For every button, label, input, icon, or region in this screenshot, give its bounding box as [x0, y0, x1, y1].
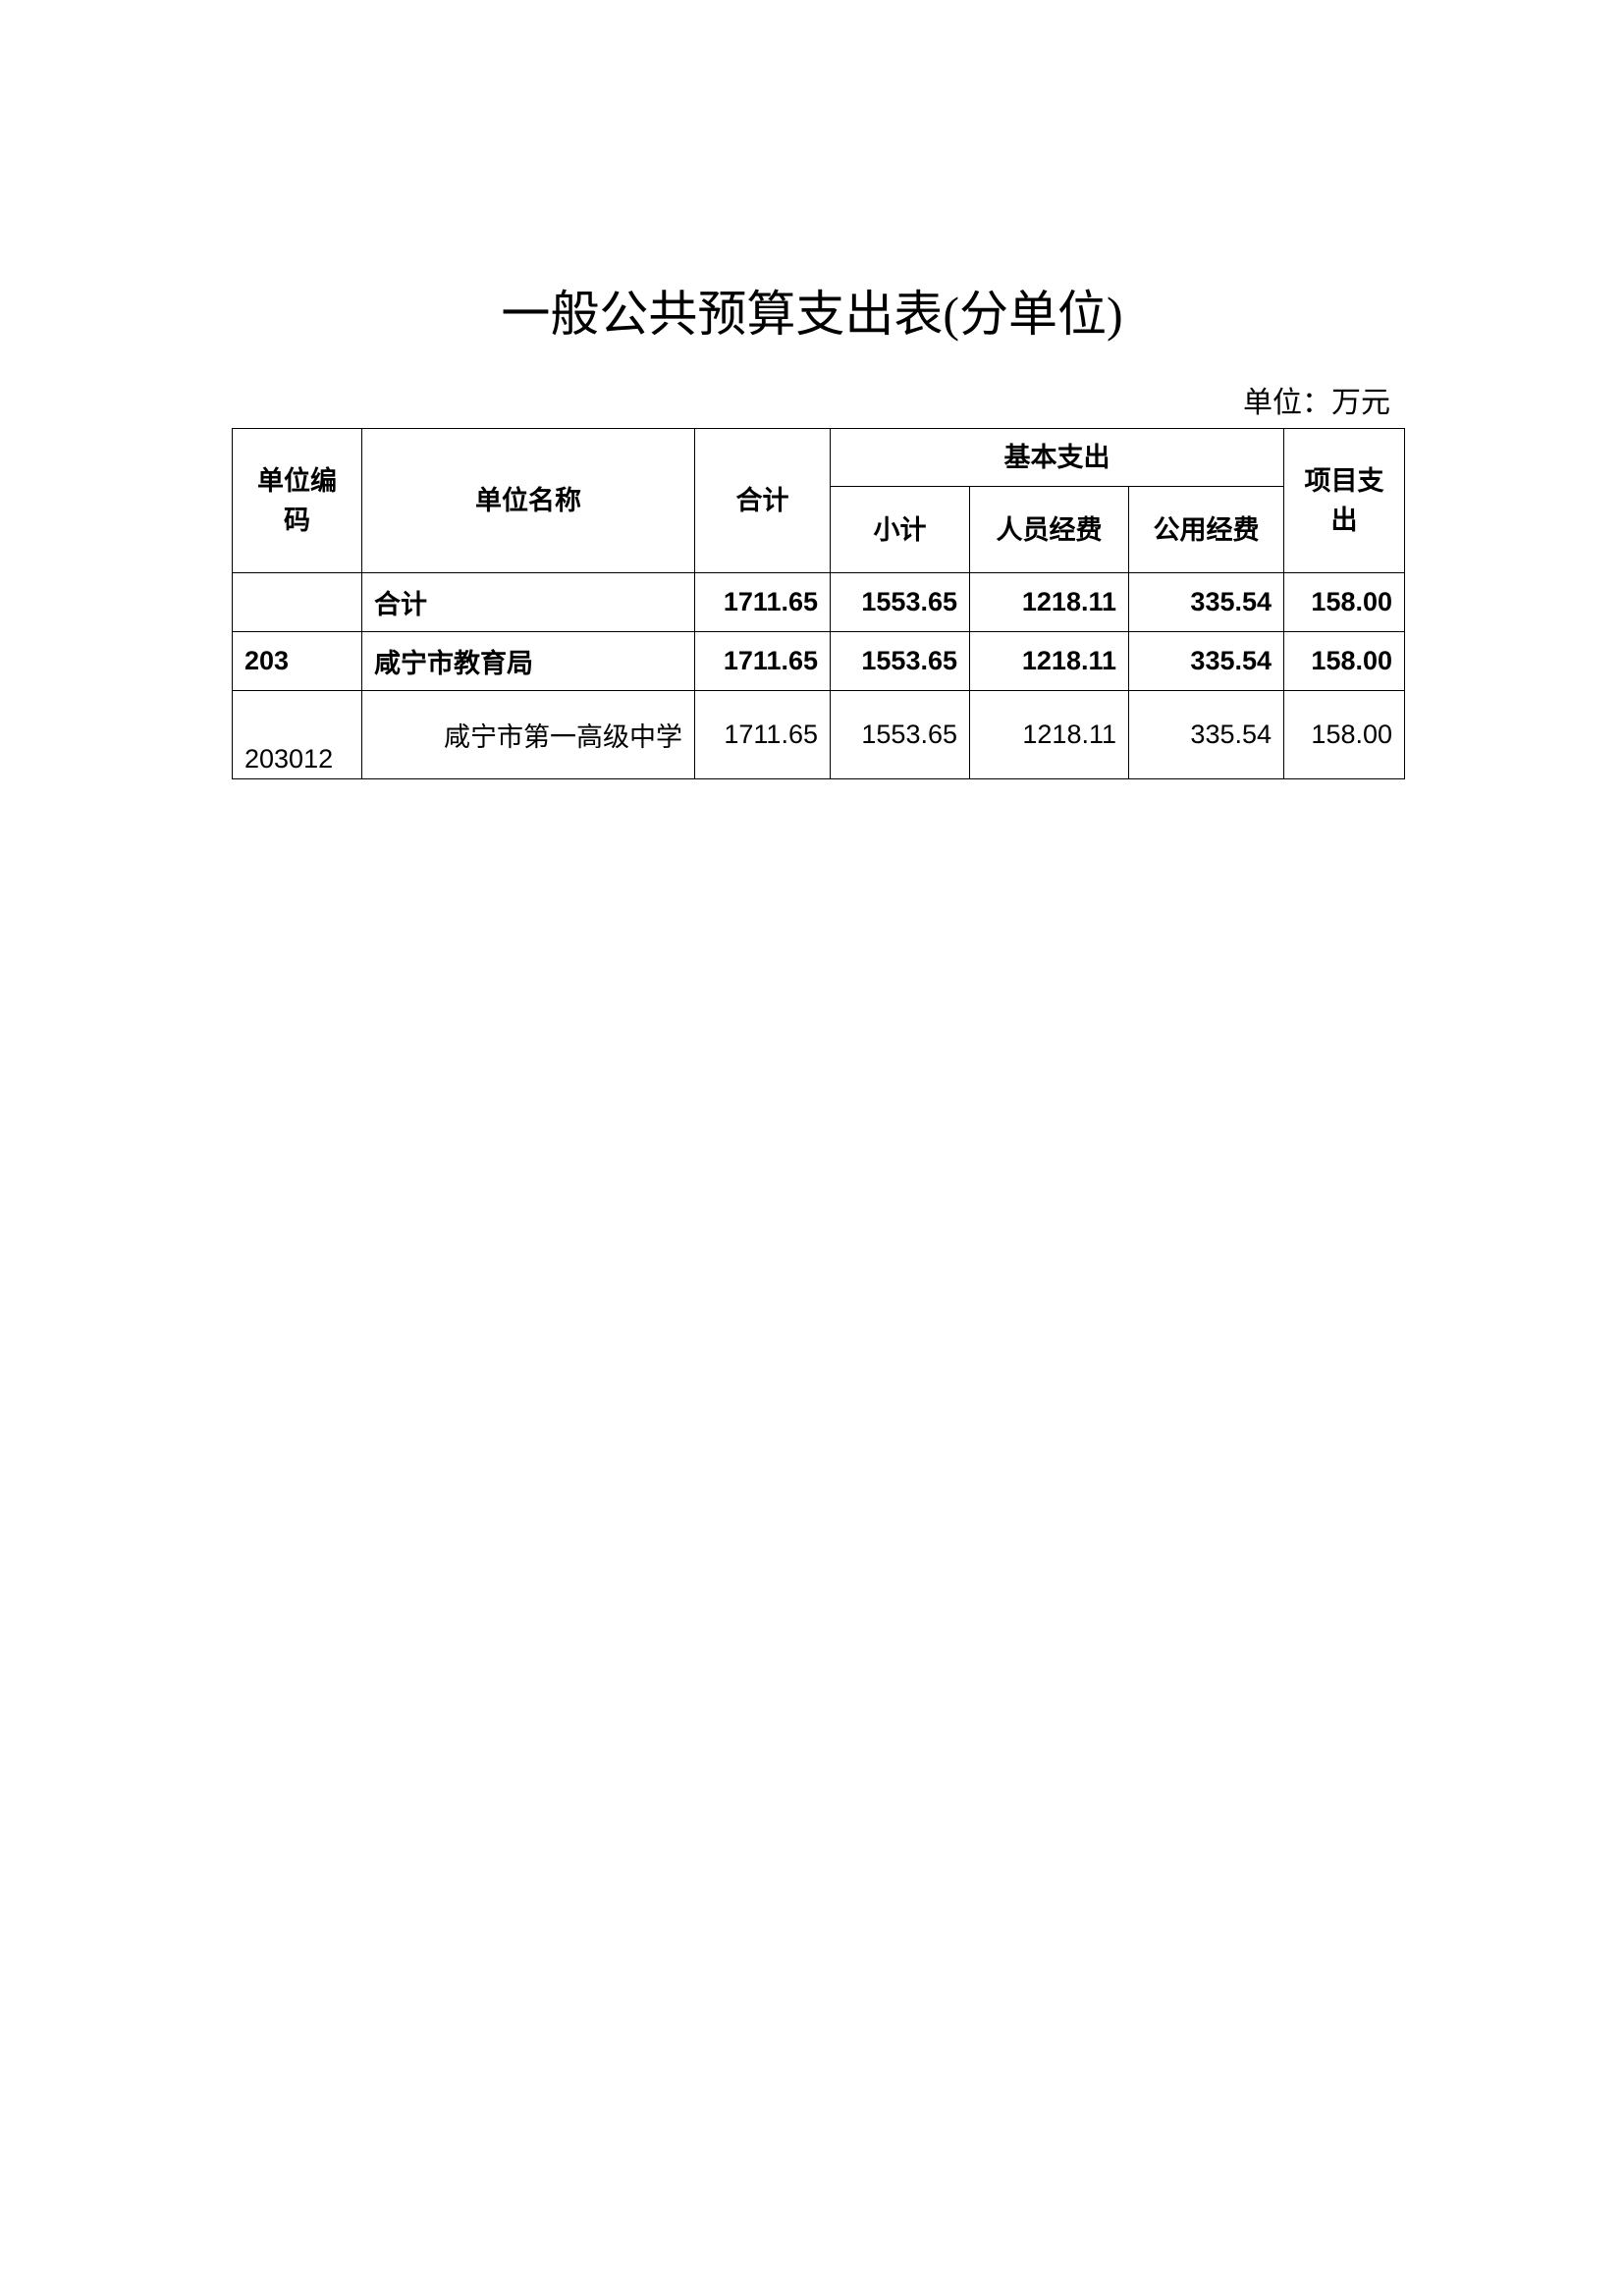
- cell-public: 335.54: [1127, 690, 1285, 779]
- cell-project: 158.00: [1283, 690, 1406, 779]
- table-row: 合计 1711.65 1553.65 1218.11 335.54 158.00: [232, 572, 1406, 632]
- budget-table: 单位编码 单位名称 合计 基本支出 项目支出 小计 人员经费 公用经费 合计 1…: [232, 428, 1406, 779]
- header-subtotal: 小计: [830, 486, 970, 573]
- header-basic: 基本支出: [829, 428, 1285, 487]
- cell-public: 335.54: [1127, 572, 1285, 632]
- cell-project: 158.00: [1283, 631, 1406, 691]
- cell-personnel: 1218.11: [969, 690, 1129, 779]
- header-code: 单位编码: [232, 428, 362, 573]
- cell-personnel: 1218.11: [969, 631, 1129, 691]
- page-title: 一般公共预算支出表(分单位): [501, 287, 1123, 342]
- cell-code: 203: [232, 631, 362, 691]
- cell-subtotal: 1553.65: [830, 631, 970, 691]
- cell-name: 咸宁市教育局: [361, 631, 695, 691]
- cell-total: 1711.65: [694, 631, 831, 691]
- cell-total: 1711.65: [694, 572, 831, 632]
- cell-total: 1711.65: [694, 690, 831, 779]
- cell-name: 咸宁市第一高级中学: [361, 690, 695, 779]
- cell-public: 335.54: [1127, 631, 1285, 691]
- cell-project: 158.00: [1283, 572, 1406, 632]
- cell-subtotal: 1553.65: [830, 690, 970, 779]
- unit-label: 单位：万元: [1243, 387, 1390, 419]
- cell-personnel: 1218.11: [969, 572, 1129, 632]
- table-row: 203012 咸宁市第一高级中学 1711.65 1553.65 1218.11…: [232, 690, 1406, 779]
- cell-name: 合计: [361, 572, 695, 632]
- cell-code: 203012: [232, 690, 362, 779]
- header-personnel: 人员经费: [969, 486, 1129, 573]
- header-row: 小计 人员经费 公用经费: [233, 486, 1405, 573]
- header-project: 项目支出: [1283, 428, 1406, 573]
- header-total: 合计: [694, 428, 831, 573]
- cell-code: [232, 572, 362, 632]
- table-row: 203 咸宁市教育局 1711.65 1553.65 1218.11 335.5…: [232, 631, 1406, 691]
- header-public: 公用经费: [1127, 486, 1285, 573]
- header-name: 单位名称: [361, 428, 695, 573]
- header-row: 单位编码 单位名称 合计 基本支出 项目支出: [232, 428, 1406, 573]
- cell-subtotal: 1553.65: [830, 572, 970, 632]
